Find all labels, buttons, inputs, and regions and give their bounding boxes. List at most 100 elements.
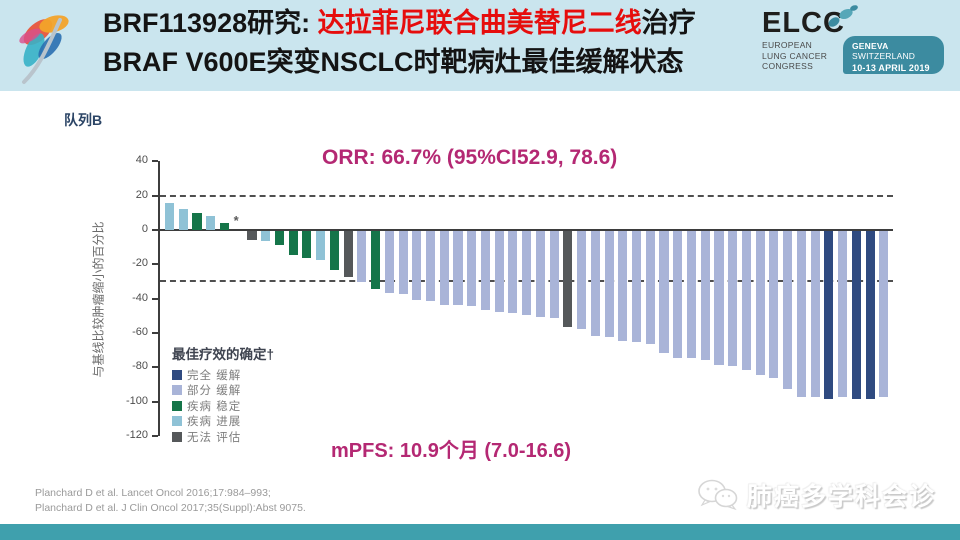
y-tick: [152, 194, 158, 197]
y-tick: [152, 229, 158, 231]
y-tick: [152, 400, 158, 403]
reference-line: [160, 194, 893, 197]
waterfall-bar: [247, 231, 257, 240]
waterfall-bar: [439, 231, 449, 305]
leaf-icon: [828, 5, 858, 27]
waterfall-bar: [371, 231, 381, 290]
y-tick-label: -60: [132, 325, 148, 338]
y-tick: [152, 434, 158, 437]
waterfall-bar: [274, 231, 284, 245]
citation-line: Planchard D et al. Lancet Oncol 2016;17:…: [35, 487, 271, 499]
waterfall-bar: [178, 209, 188, 230]
waterfall-bar: [865, 231, 875, 400]
waterfall-bar: [384, 231, 394, 293]
title-prefix: BRF113928研究:: [103, 8, 318, 38]
waterfall-bar: [563, 231, 573, 328]
waterfall-bar: [480, 231, 491, 310]
y-tick: [152, 297, 158, 300]
y-tick: [152, 263, 158, 266]
y-tick-label: -40: [132, 291, 148, 304]
cohort-label: 队列B: [64, 112, 103, 128]
waterfall-bar: [783, 231, 793, 389]
legend-label: 无法 评估: [187, 431, 242, 444]
y-tick: [152, 331, 158, 334]
slide-title-line2: BRAF V600E突变NSCLC时靶病灶最佳缓解状态: [103, 47, 684, 77]
legend-title: 最佳疗效的确定†: [172, 347, 275, 362]
waterfall-bar: [398, 231, 408, 295]
wechat-icon: [698, 479, 738, 511]
watermark-text: 肺癌多学科会诊: [747, 483, 937, 511]
badge-country: SWITZERLAND: [852, 51, 916, 61]
legend-item-pr: 部分 缓解: [172, 383, 274, 399]
slide-title-line1: BRF113928研究: 达拉菲尼联合曲美替尼二线治疗: [103, 4, 783, 43]
watermark: 肺癌多学科会诊: [697, 477, 936, 513]
waterfall-bar: [838, 231, 848, 398]
waterfall-bar: [686, 231, 697, 358]
waterfall-bar: [357, 231, 367, 283]
y-axis-line: [158, 161, 160, 436]
legend-label: 疾病 稳定: [187, 400, 242, 413]
legend-item-pd: 疾病 进展: [172, 414, 274, 430]
waterfall-bar: [700, 231, 710, 360]
title-suffix: 治疗: [641, 8, 696, 38]
badge-date: 10-13 APRIL 2019: [852, 63, 930, 73]
y-tick-label: -120: [125, 428, 148, 441]
legend-swatch: [172, 416, 182, 427]
legend-item-sd: 疾病 稳定: [172, 398, 274, 414]
waterfall-bar: [659, 231, 669, 353]
waterfall-bar: [302, 231, 312, 259]
waterfall-bar: [618, 231, 628, 341]
waterfall-bar: [206, 216, 216, 230]
zero-value-asterisk: *: [233, 213, 239, 228]
waterfall-bar: [824, 231, 834, 400]
waterfall-bar: [714, 231, 724, 365]
waterfall-bar: [288, 231, 298, 255]
orr-annotation: ORR: 66.7% (95%CI52.9, 78.6): [322, 146, 618, 169]
elcc-logo: ELCC EUROPEAN LUNG CANCER CONGRESS: [762, 5, 858, 72]
header-band: BRF113928研究: 达拉菲尼联合曲美替尼二线治疗 BRAF V600E突变…: [0, 0, 960, 91]
title-highlight: 达拉菲尼联合曲美替尼二线: [317, 8, 642, 38]
waterfall-bar: [165, 202, 175, 230]
waterfall-bar: [728, 231, 738, 367]
best-response-legend: 最佳疗效的确定† 完全 缓解 部分 缓解 疾病 稳定 疾病 进展 无法 评估: [172, 343, 274, 445]
waterfall-bar: [412, 231, 422, 300]
legend-label: 疾病 进展: [187, 416, 242, 429]
zero-line: [160, 229, 893, 231]
congress-badge: GENEVA SWITZERLAND 10-13 APRIL 2019: [843, 36, 944, 74]
y-tick-label: 20: [135, 188, 148, 201]
waterfall-bar: [219, 223, 230, 230]
citation-line: Planchard D et al. J Clin Oncol 2017;35(…: [35, 502, 306, 514]
y-tick: [152, 160, 158, 163]
waterfall-bar: [425, 231, 436, 302]
y-tick-label: -20: [132, 257, 148, 270]
waterfall-bar: [851, 231, 861, 400]
slide-title: BRF113928研究: 达拉菲尼联合曲美替尼二线治疗 BRAF V600E突变…: [103, 4, 783, 82]
waterfall-bar: [810, 231, 820, 398]
legend-swatch: [172, 400, 182, 411]
waterfall-bar: [769, 231, 779, 379]
y-tick-label: -80: [132, 360, 148, 373]
waterfall-bar: [632, 231, 642, 343]
elcc-org-line: CONGRESS: [762, 61, 814, 71]
waterfall-bar: [467, 231, 477, 307]
elcc-org-line: LUNG CANCER: [762, 50, 828, 61]
legend-label: 部分 缓解: [187, 385, 242, 398]
waterfall-bar: [261, 231, 271, 242]
legend-item-ne: 无法 评估: [172, 429, 274, 445]
legend-swatch: [172, 385, 182, 396]
waterfall-bar: [316, 231, 326, 261]
waterfall-bar: [549, 231, 559, 319]
y-tick-label: -100: [125, 394, 148, 407]
waterfall-bar: [494, 231, 504, 312]
y-tick-label: 0: [141, 223, 148, 235]
waterfall-bar: [673, 231, 683, 358]
waterfall-bar: [192, 212, 202, 230]
waterfall-bar: [590, 231, 600, 336]
elcc-org-line: EUROPEAN: [762, 40, 813, 50]
waterfall-bar: [453, 231, 463, 305]
elcc-org-name: EUROPEAN LUNG CANCER CONGRESS: [762, 40, 852, 72]
citations: Planchard D et al. Lancet Oncol 2016;17:…: [35, 486, 306, 516]
legend-items: 完全 缓解 部分 缓解 疾病 稳定 疾病 进展 无法 评估: [172, 367, 274, 445]
legend-swatch: [172, 431, 182, 442]
